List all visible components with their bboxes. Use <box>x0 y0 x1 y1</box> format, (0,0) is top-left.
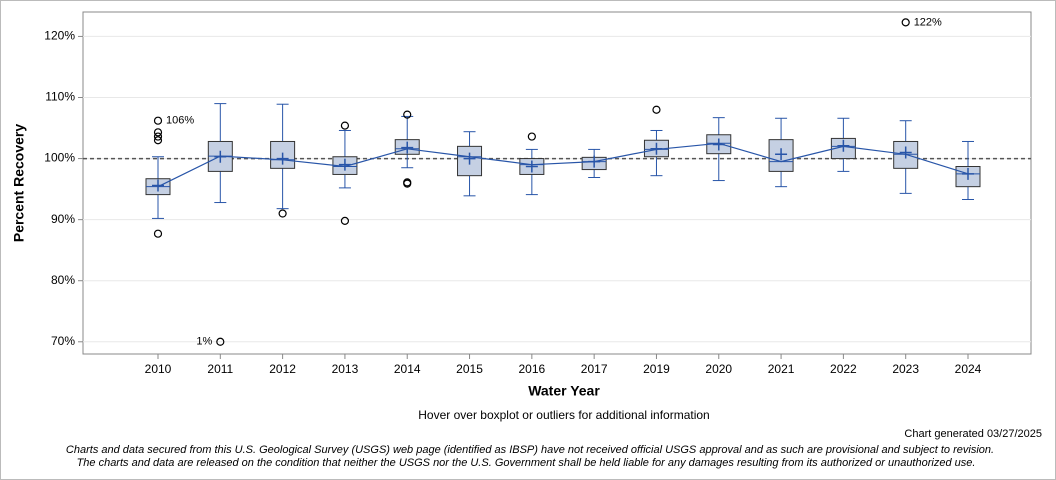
x-tick-label: 2014 <box>394 362 421 376</box>
x-tick-label: 2010 <box>145 362 172 376</box>
disclaimer: Charts and data secured from this U.S. G… <box>66 444 994 456</box>
mean-marker <box>525 160 538 173</box>
y-tick-label: 70% <box>51 334 75 348</box>
mean-marker <box>463 152 476 165</box>
x-tick-label: 2011 <box>207 362 233 376</box>
mean-marker <box>775 148 788 161</box>
outlier <box>340 121 350 130</box>
x-tick-label: 2024 <box>955 362 982 376</box>
x-axis-title: Water Year <box>528 383 600 399</box>
x-tick-label: 2012 <box>269 362 296 376</box>
mean-marker <box>152 179 164 192</box>
outlier <box>403 110 412 119</box>
x-tick-label: 2019 <box>643 362 670 376</box>
y-axis-title: Percent Recovery <box>11 124 27 243</box>
outlier <box>652 105 661 114</box>
x-tick-label: 2015 <box>456 362 483 376</box>
outlier <box>216 337 225 346</box>
outlier-label: 122% <box>914 16 942 28</box>
plot-frame <box>82 11 1032 355</box>
x-tick-label: 2022 <box>830 362 857 376</box>
x-tick-label: 2020 <box>705 362 732 376</box>
outlier <box>901 18 910 27</box>
mean-marker <box>276 152 289 165</box>
outlier <box>278 209 287 218</box>
outlier <box>340 216 350 225</box>
outlier <box>153 132 163 141</box>
mean-marker <box>338 158 351 171</box>
outlier-label: 1% <box>196 336 212 348</box>
note: Hover over boxplot or outliers for addit… <box>418 408 709 422</box>
outlier <box>153 136 163 145</box>
y-tick-label: 110% <box>45 90 75 104</box>
y-tick-label: 90% <box>51 212 75 226</box>
outlier <box>153 128 163 137</box>
mean-marker <box>401 141 414 154</box>
outlier-label: 106% <box>166 115 194 127</box>
outlier <box>153 229 163 238</box>
disclaimer: The charts and data are released on the … <box>77 457 976 469</box>
y-tick-label: 120% <box>44 29 75 43</box>
x-tick-label: 2023 <box>892 362 919 376</box>
mean-marker <box>899 146 912 159</box>
generated: Chart generated 03/27/2025 <box>904 428 1042 440</box>
outlier <box>403 179 412 188</box>
x-tick-label: 2016 <box>518 362 545 376</box>
y-tick-label: 80% <box>51 273 75 287</box>
x-tick-label: 2017 <box>581 362 608 376</box>
outlier <box>153 116 163 125</box>
median-line <box>157 142 969 188</box>
mean-marker <box>837 139 850 152</box>
x-tick-label: 2013 <box>332 362 359 376</box>
x-tick-label: 2021 <box>768 362 795 376</box>
outlier <box>527 132 536 141</box>
y-tick-label: 100% <box>44 151 75 165</box>
